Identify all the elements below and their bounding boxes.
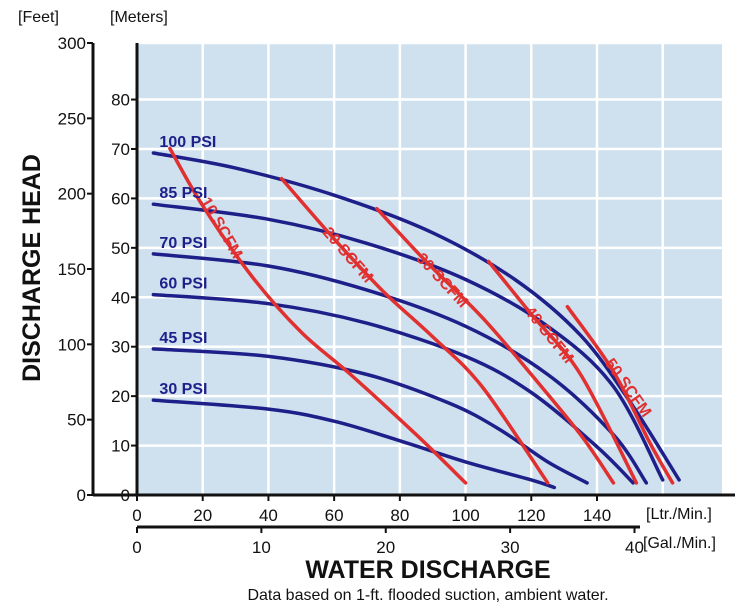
- x-gpm-tick-label: 10: [252, 538, 271, 557]
- y-secondary-unit: [Meters]: [110, 9, 168, 26]
- x-secondary-unit: [Gal./Min.]: [643, 535, 716, 552]
- grid: [137, 41, 722, 495]
- x-gpm-tick-label: 30: [501, 538, 520, 557]
- y-meters-tick-label: 80: [111, 91, 130, 110]
- x-gpm-tick-label: 20: [376, 538, 395, 557]
- y-meters-tick-label: 30: [111, 338, 130, 357]
- x-gpm-tick-label: 40: [625, 538, 644, 557]
- footnote: Data based on 1-ft. flooded suction, amb…: [247, 587, 608, 604]
- y-feet-tick-label: 0: [77, 486, 86, 505]
- y-feet-tick-label: 100: [58, 335, 86, 354]
- label-60-psi: 60 PSI: [159, 276, 207, 293]
- y-primary-unit: [Feet]: [18, 9, 59, 26]
- label-70-psi: 70 PSI: [159, 235, 207, 252]
- label-45-psi: 45 PSI: [159, 330, 207, 347]
- y-meters-tick-label: 10: [111, 437, 130, 456]
- y-meters-tick-label: 20: [111, 387, 130, 406]
- x-lpm-tick-label: 140: [583, 506, 611, 525]
- x-lpm-tick-label: 80: [390, 506, 409, 525]
- pressure-curves: [151, 151, 681, 490]
- y-meters-tick-label: 50: [111, 239, 130, 258]
- x-lpm-tick-label: 100: [451, 506, 479, 525]
- label-100-psi: 100 PSI: [159, 134, 216, 151]
- x-lpm-tick-label: 40: [259, 506, 278, 525]
- y-meters-tick-label: 70: [111, 140, 130, 159]
- y-feet-tick-label: 150: [58, 260, 86, 279]
- label-85-psi: 85 PSI: [159, 185, 207, 202]
- curve-20-scfm: [279, 176, 550, 485]
- x-gpm-tick-label: 0: [132, 538, 141, 557]
- x-lpm-tick-label: 120: [517, 506, 545, 525]
- x-axis-title: WATER DISCHARGE: [305, 556, 550, 584]
- axes: 0 50 100 150 200 250 300 10 20 30 40 50 60 70 80 0 0 20 40…: [58, 34, 735, 557]
- curve-30-scfm: [375, 206, 616, 485]
- curve-50-scfm: [565, 304, 675, 485]
- curve-30-psi: [151, 398, 557, 490]
- x-lpm-tick-label: 60: [325, 506, 344, 525]
- y-meters-tick-label: 40: [111, 288, 130, 307]
- y-axis-title: DISCHARGE HEAD: [18, 154, 46, 382]
- curve-10-scfm: [168, 146, 468, 485]
- plot-background: [137, 43, 722, 495]
- y-feet-tick-label: 300: [58, 34, 86, 53]
- y-feet-tick-label: 50: [67, 411, 86, 430]
- curve-60-psi: [151, 292, 635, 485]
- curve-40-scfm: [486, 259, 639, 485]
- curve-85-psi: [151, 202, 665, 482]
- y-meters-tick-label: 60: [111, 189, 130, 208]
- y-feet-tick-label: 250: [58, 109, 86, 128]
- x-lpm-tick-label: 20: [193, 506, 212, 525]
- x-primary-unit: [Ltr./Min.]: [646, 506, 712, 523]
- air-consumption-curves: [168, 146, 675, 485]
- curve-70-psi: [151, 252, 649, 485]
- curve-45-psi: [151, 347, 589, 485]
- x-lpm-tick-label: 0: [132, 506, 141, 525]
- label-30-psi: 30 PSI: [159, 381, 207, 398]
- y-feet-tick-label: 200: [58, 185, 86, 204]
